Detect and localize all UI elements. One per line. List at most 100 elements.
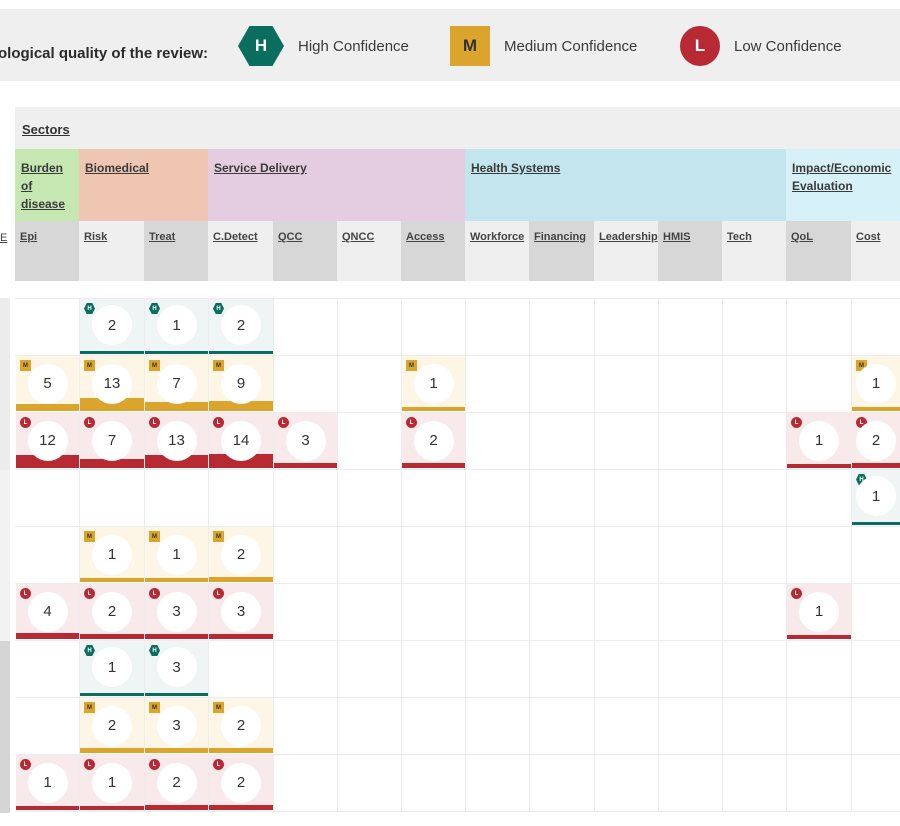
- review-count-bubble[interactable]: 1: [92, 762, 132, 803]
- left-row-bar: [0, 470, 10, 641]
- review-count-bubble[interactable]: 3: [285, 420, 326, 461]
- sectors-link[interactable]: Sectors: [22, 122, 70, 137]
- review-count-bubble[interactable]: 9: [221, 363, 261, 404]
- grid-column-line: [273, 298, 274, 811]
- review-count-bubble[interactable]: 2: [221, 305, 261, 345]
- review-count-bubble[interactable]: 1: [799, 591, 839, 632]
- legend-high: H High Confidence: [238, 26, 409, 66]
- review-count-bubble[interactable]: 13: [92, 363, 132, 404]
- subcol-treat[interactable]: Treat: [144, 221, 208, 281]
- subcol-leadership[interactable]: Leadership: [594, 221, 658, 281]
- review-count-bubble[interactable]: 2: [92, 705, 132, 746]
- review-count-bubble[interactable]: 2: [92, 305, 132, 345]
- subcol-workforce[interactable]: Workforce: [465, 221, 529, 281]
- review-count-bubble[interactable]: 7: [92, 420, 132, 461]
- review-count-bubble[interactable]: 5: [27, 363, 68, 404]
- subcol-qncc[interactable]: QNCC: [337, 221, 401, 281]
- group-impact-economic-evaluation[interactable]: Impact/Economic Evaluation: [786, 149, 900, 221]
- review-count-bubble[interactable]: 1: [799, 420, 839, 461]
- review-count-bubble[interactable]: 3: [156, 591, 197, 632]
- confidence-fill-bar: [209, 454, 273, 468]
- review-count-bubble[interactable]: 14: [221, 420, 261, 461]
- confidence-fill-bar: [145, 747, 208, 753]
- review-count-bubble[interactable]: 2: [92, 591, 132, 632]
- subcol-risk[interactable]: Risk: [79, 221, 144, 281]
- subcol-qol[interactable]: QoL: [786, 221, 851, 281]
- review-count-bubble[interactable]: 2: [856, 420, 896, 461]
- review-count-bubble[interactable]: 13: [156, 420, 197, 461]
- confidence-fill-bar: [80, 806, 144, 810]
- confidence-fill-bar: [787, 464, 851, 468]
- review-count-bubble[interactable]: 12: [27, 420, 68, 461]
- review-count-bubble[interactable]: 2: [221, 534, 261, 575]
- review-count-bubble[interactable]: 1: [92, 647, 132, 687]
- review-count-bubble[interactable]: 1: [156, 534, 197, 575]
- review-count-bubble[interactable]: 3: [156, 647, 197, 687]
- subcol-hmis[interactable]: HMIS: [658, 221, 722, 281]
- subcol-c-detect[interactable]: C.Detect: [208, 221, 273, 281]
- review-count-bubble[interactable]: 2: [413, 420, 454, 461]
- review-count-bubble[interactable]: 1: [92, 534, 132, 575]
- group-biomedical[interactable]: Biomedical: [79, 149, 208, 221]
- legend-low-text: Low Confidence: [734, 37, 842, 55]
- review-count-bubble[interactable]: 7: [156, 363, 197, 404]
- low-confidence-circle-icon: L: [84, 588, 95, 599]
- subcol-financing[interactable]: Financing: [529, 221, 594, 281]
- review-count-bubble[interactable]: 2: [156, 762, 197, 803]
- review-count-bubble[interactable]: 2: [221, 762, 261, 803]
- group-health-systems[interactable]: Health Systems: [465, 149, 786, 221]
- group-service-delivery[interactable]: Service Delivery: [208, 149, 465, 221]
- review-count-bubble[interactable]: 1: [856, 476, 896, 516]
- evidence-cell[interactable]: L 12: [16, 413, 79, 468]
- review-count-bubble[interactable]: 1: [27, 762, 68, 803]
- review-count-bubble[interactable]: 2: [221, 705, 261, 746]
- subcol-cost[interactable]: Cost: [851, 221, 900, 281]
- evidence-cell[interactable]: L 13: [145, 413, 208, 468]
- subcol-access[interactable]: Access: [401, 221, 465, 281]
- review-count-bubble[interactable]: 4: [27, 591, 68, 632]
- group-burden-of-disease[interactable]: Burden of disease: [15, 149, 79, 221]
- subcol-epi[interactable]: Epi: [15, 221, 79, 281]
- evidence-cell[interactable]: M 13: [80, 356, 144, 411]
- review-count-bubble[interactable]: 3: [156, 705, 197, 746]
- evidence-cell[interactable]: L 14: [209, 413, 273, 468]
- review-count-bubble[interactable]: 1: [413, 363, 454, 404]
- medium-confidence-square-icon: M: [84, 531, 95, 542]
- review-count-bubble[interactable]: 1: [156, 305, 197, 345]
- review-count-bubble[interactable]: 3: [221, 591, 261, 632]
- subcol-tech[interactable]: Tech: [722, 221, 786, 281]
- review-count-bubble[interactable]: 1: [856, 363, 896, 404]
- subcol-qcc[interactable]: QCC: [273, 221, 337, 281]
